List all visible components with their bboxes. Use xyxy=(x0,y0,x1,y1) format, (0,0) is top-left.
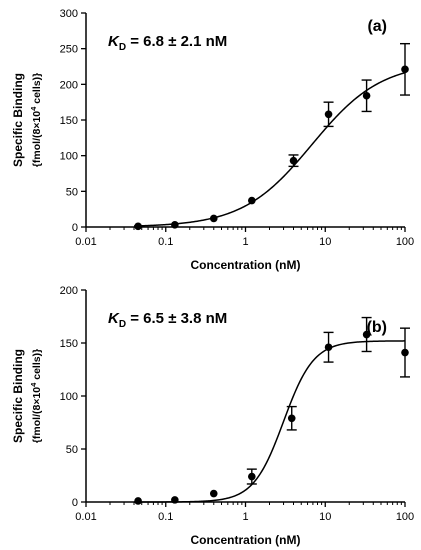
y-axis-label-units: {fmol/(8×104 cells)} xyxy=(29,349,43,443)
x-tick-label: 100 xyxy=(396,511,414,523)
data-point xyxy=(401,65,409,74)
y-tick-label: 300 xyxy=(60,8,78,20)
panel-label: (b) xyxy=(367,319,387,336)
y-tick-label: 0 xyxy=(72,497,78,509)
y-tick-label: 100 xyxy=(60,151,78,163)
y-axis-label: Specific Binding xyxy=(11,349,25,443)
y-tick-label: 150 xyxy=(60,338,78,350)
fit-curve xyxy=(134,340,405,503)
data-point xyxy=(401,348,409,357)
x-tick-label: 10 xyxy=(319,511,331,523)
data-point xyxy=(362,91,371,100)
x-tick-label: 0.1 xyxy=(158,236,173,248)
x-axis-label: Concentration (nM) xyxy=(191,258,301,272)
y-tick-label: 150 xyxy=(60,115,78,127)
y-tick-label: 200 xyxy=(60,79,78,91)
data-point xyxy=(289,156,298,165)
y-tick-label: 250 xyxy=(60,44,78,56)
data-point xyxy=(209,489,218,498)
data-point xyxy=(134,497,142,505)
data-point xyxy=(248,196,256,205)
y-tick-label: 50 xyxy=(66,444,78,456)
y-axis-label: Specific Binding xyxy=(11,73,25,167)
data-point xyxy=(248,472,256,481)
x-tick-label: 1 xyxy=(242,236,248,248)
data-point xyxy=(362,330,371,339)
y-axis-label-units: {fmol/(8×104 cells)} xyxy=(29,73,43,167)
y-tick-label: 0 xyxy=(72,222,78,234)
x-tick-label: 10 xyxy=(319,236,331,248)
x-tick-label: 1 xyxy=(242,511,248,523)
x-axis-label: Concentration (nM) xyxy=(191,533,301,547)
data-point xyxy=(287,414,296,423)
panel-label: (a) xyxy=(367,18,387,35)
data-point xyxy=(324,110,333,119)
x-tick-label: 0.1 xyxy=(158,511,173,523)
kd-annotation: KD = 6.5 ± 3.8 nM xyxy=(108,310,227,330)
data-point xyxy=(209,214,218,223)
y-tick-label: 200 xyxy=(60,285,78,297)
x-tick-label: 0.01 xyxy=(75,236,96,248)
data-point xyxy=(134,222,142,231)
data-point xyxy=(324,343,333,352)
fit-curve xyxy=(133,71,406,227)
data-point xyxy=(171,496,179,504)
y-tick-label: 100 xyxy=(60,391,78,403)
panel-b-binding-chart: 0 50 100 150 200 0.01 0.1 1 10 100 Concentration (… xyxy=(11,285,414,547)
x-tick-label: 100 xyxy=(396,236,414,248)
y-tick-label: 50 xyxy=(66,186,78,198)
data-point xyxy=(171,221,179,229)
kd-annotation: KD = 6.8 ± 2.1 nM xyxy=(108,33,227,53)
panel-a-binding-chart: 0 50 100 150 200 250 300 0.01 0.1 1 10 100 Concentra… xyxy=(11,8,414,272)
x-tick-label: 0.01 xyxy=(75,511,96,523)
